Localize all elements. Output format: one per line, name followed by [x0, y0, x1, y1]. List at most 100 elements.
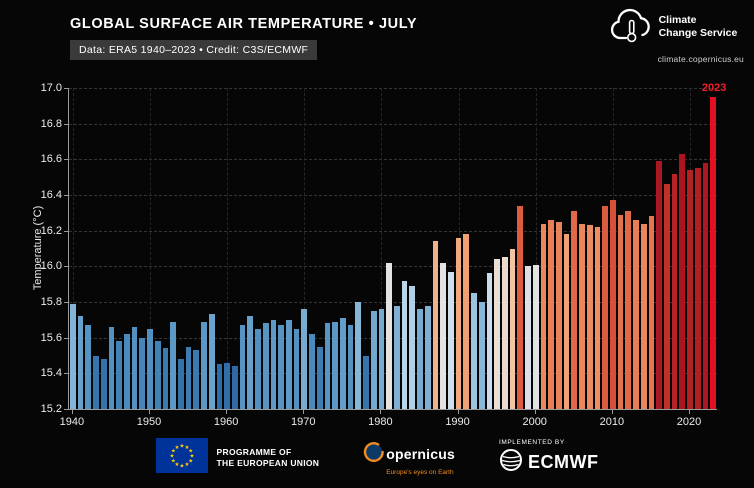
bar-1958	[208, 314, 215, 409]
bar-2015	[648, 216, 655, 409]
y-axis-label: Temperature (°C)	[32, 205, 44, 291]
bar-1945	[108, 326, 115, 409]
y-tick-label: 16.0	[40, 260, 62, 273]
bar-1978	[363, 355, 369, 409]
y-tick-label: 16.8	[40, 117, 62, 130]
bar-2017	[664, 184, 670, 409]
implemented-by-label: IMPLEMENTED BY	[498, 439, 565, 446]
chart-subtitle: Data: ERA5 1940–2023 • Credit: C3S/ECMWF	[70, 40, 318, 60]
eu-programme-logo: ★ ★ ★ ★ ★ ★ ★ ★ ★ ★ ★ ★ PROGRAMME OF THE EUROP…	[155, 438, 320, 478]
ecmwf-globe-icon	[499, 448, 523, 477]
copernicus-logo: opernicus Europe's eyes on Earth	[363, 441, 455, 476]
c3s-logo-url: climate.copernicus.eu	[657, 54, 744, 64]
gridline-vertical	[304, 88, 306, 409]
svg-text:★: ★	[179, 464, 184, 470]
bar-1992	[471, 293, 477, 409]
bar-1994	[486, 273, 493, 409]
y-tick-mark	[64, 302, 68, 303]
copernicus-wordmark: opernicus	[386, 446, 455, 462]
bar-1951	[154, 341, 161, 409]
bar-1963	[247, 316, 254, 409]
x-tick-mark	[534, 410, 536, 414]
bar-1942	[85, 325, 92, 409]
x-tick-mark	[457, 410, 459, 414]
y-tick-mark	[64, 159, 68, 161]
bar-1953	[170, 321, 176, 409]
chart-title: GLOBAL SURFACE AIR TEMPERATURE • JULY	[70, 16, 418, 32]
bar-1961	[232, 366, 238, 409]
bar-1944	[100, 359, 107, 409]
eu-flag-icon: ★ ★ ★ ★ ★ ★ ★ ★ ★ ★ ★ ★	[155, 438, 208, 478]
y-tick-mark	[64, 266, 68, 268]
bar-1948	[131, 326, 138, 409]
bar-1950	[147, 328, 153, 409]
bar-1943	[93, 355, 99, 409]
gridline-vertical	[535, 88, 537, 409]
bar-1993	[478, 302, 485, 409]
eu-programme-label: PROGRAMME OF THE EUROPEAN UNION	[216, 447, 320, 468]
x-tick-label: 1980	[368, 416, 393, 428]
bar-1941	[77, 316, 84, 409]
gridline-horizontal	[69, 302, 717, 303]
bar-2003	[556, 221, 562, 409]
bar-1965	[262, 323, 269, 409]
bar-1946	[116, 341, 122, 409]
c3s-logo-name: Climate Change Service	[658, 14, 738, 39]
bar-2008	[594, 227, 601, 409]
y-tick-mark	[64, 88, 68, 89]
gridline-horizontal	[69, 230, 717, 232]
x-tick-label: 2000	[522, 416, 547, 428]
bar-1975	[340, 318, 346, 409]
bar-1959	[216, 364, 223, 409]
bar-2019	[679, 153, 686, 409]
bar-1954	[178, 359, 184, 409]
y-tick-label: 17.0	[40, 82, 62, 94]
y-tick-mark	[64, 409, 68, 410]
gridline-horizontal	[69, 373, 717, 375]
y-tick-label: 16.2	[40, 224, 62, 237]
bar-1971	[309, 334, 315, 409]
c3s-logo: Climate Change Service climate.copernicu…	[606, 8, 744, 64]
x-tick-label: 2020	[676, 416, 702, 428]
bar-2002	[548, 219, 554, 409]
bar-1962	[239, 325, 246, 409]
x-tick-label: 1960	[213, 416, 239, 428]
gridline-horizontal	[69, 123, 717, 125]
bar-2004	[563, 234, 570, 409]
bar-1987	[432, 241, 439, 409]
bar-1998	[517, 205, 524, 409]
bar-1988	[440, 262, 446, 409]
bar-2009	[602, 205, 608, 409]
bar-1989	[448, 271, 454, 409]
svg-text:★: ★	[179, 444, 184, 450]
bar-1967	[278, 325, 284, 409]
bar-2006	[579, 223, 585, 409]
bar-1996	[502, 257, 508, 409]
svg-text:★: ★	[174, 462, 179, 468]
bar-2000	[532, 264, 539, 409]
bar-2001	[540, 223, 547, 409]
bar-1970	[301, 309, 308, 409]
bar-1974	[332, 321, 338, 409]
ecmwf-logo: IMPLEMENTED BY ECMWF	[499, 439, 598, 477]
gridline-horizontal	[69, 266, 717, 268]
y-tick-label: 15.2	[40, 403, 62, 415]
x-tick-mark	[71, 410, 73, 414]
bar-1947	[124, 334, 130, 409]
bar-1964	[255, 328, 261, 409]
y-tick-label: 16.4	[40, 189, 62, 201]
bar-1940	[70, 303, 76, 409]
bar-2016	[656, 161, 662, 409]
bar-1984	[409, 285, 416, 409]
footer-logos: ★ ★ ★ ★ ★ ★ ★ ★ ★ ★ ★ ★ PROGRAMME OF THE EUROP…	[0, 438, 754, 478]
bar-1995	[494, 259, 500, 409]
bar-2010	[610, 200, 616, 409]
svg-text:★: ★	[188, 459, 193, 465]
x-tick-mark	[226, 410, 228, 414]
y-tick-mark	[64, 123, 68, 125]
bar-1949	[139, 337, 146, 409]
bar-1968	[286, 319, 292, 409]
bar-2023	[710, 96, 716, 409]
y-tick-mark	[64, 230, 68, 232]
